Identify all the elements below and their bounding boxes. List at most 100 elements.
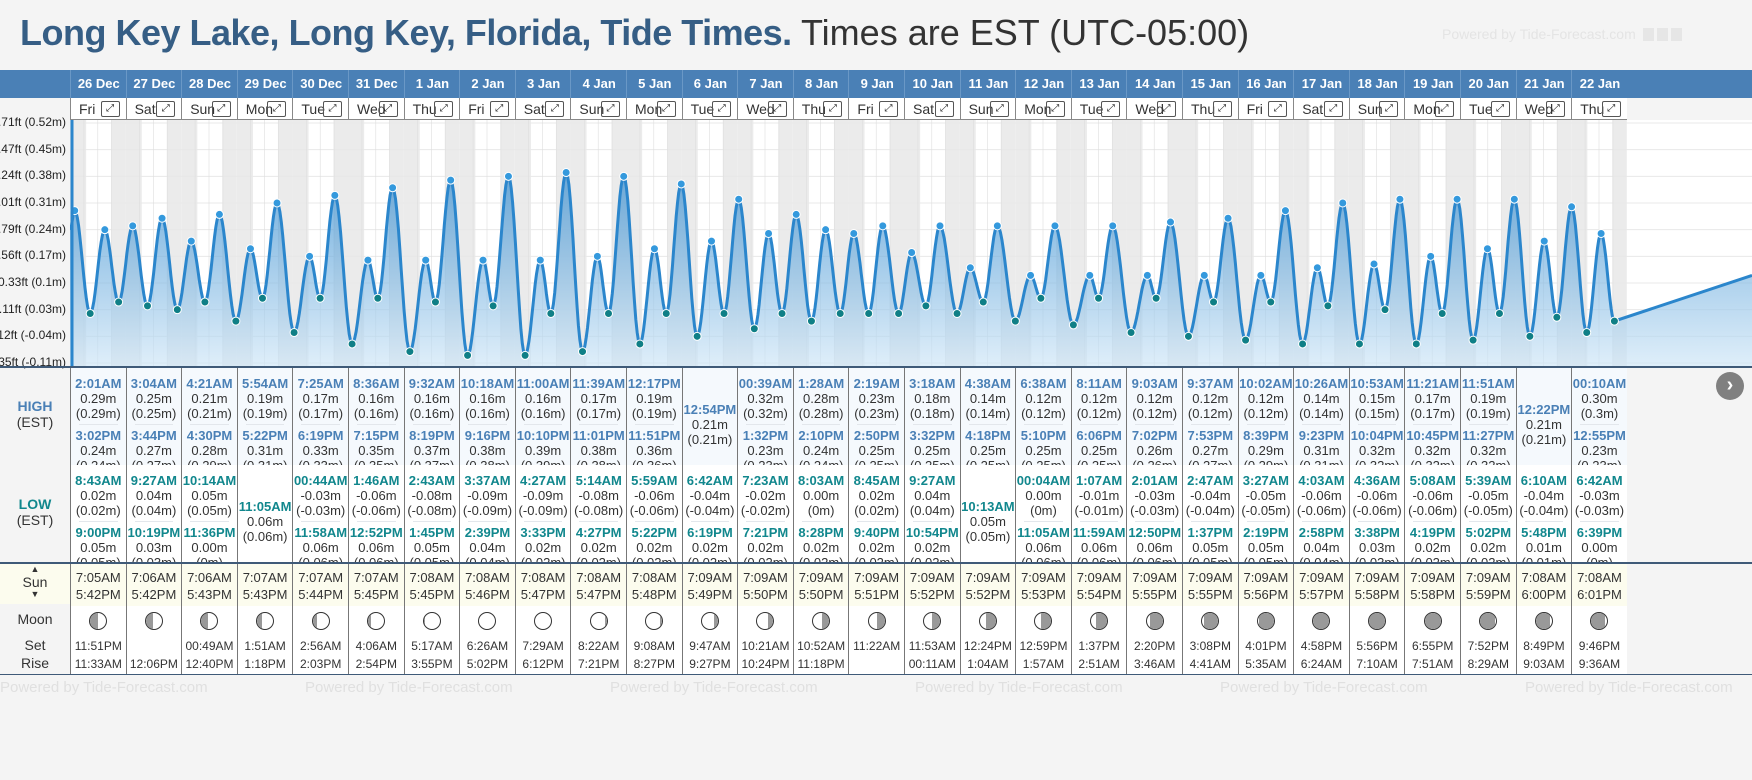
tide-separator — [1024, 424, 1063, 425]
low-tide-time: 5:59AM — [631, 473, 678, 488]
tide-separator — [1079, 521, 1119, 522]
expand-day-icon[interactable]: ⤢ — [656, 101, 676, 117]
day-header: Sun ⤢ — [959, 98, 1016, 120]
high-tide-height-m: 0.37m — [413, 443, 450, 458]
expand-day-icon[interactable]: ⤢ — [1434, 101, 1454, 117]
day-header: Thu ⤢ — [403, 98, 460, 120]
low-tide-point — [488, 301, 498, 311]
tide-separator — [746, 424, 785, 425]
moon-phase-icon — [534, 612, 553, 630]
moonset-time: 9:47AM — [689, 639, 731, 653]
high-tide-height-m: 0.28m — [191, 443, 228, 458]
expand-day-icon[interactable]: ⤢ — [156, 101, 176, 117]
sunrise-time: 7:09AM — [1243, 570, 1289, 585]
high-tide-time: 2:50PM — [853, 428, 900, 443]
low-tide-height-alt: (0.05m) — [965, 529, 1011, 544]
low-tide-point — [578, 347, 588, 357]
low-tide-point — [315, 293, 325, 303]
expand-day-icon[interactable]: ⤢ — [1601, 101, 1621, 117]
expand-day-icon[interactable]: ⤢ — [1268, 101, 1288, 117]
expand-day-icon[interactable]: ⤢ — [1323, 101, 1343, 117]
sun-cell: 7:06AM 5:43PM — [181, 564, 237, 606]
expand-day-icon[interactable]: ⤢ — [934, 101, 954, 117]
expand-day-icon[interactable]: ⤢ — [1490, 101, 1510, 117]
moon-shadow — [768, 613, 774, 629]
low-tide-time: 11:05AM — [1017, 525, 1070, 540]
low-tide-time: 6:42AM — [686, 473, 734, 488]
day-header: Mon ⤢ — [236, 98, 293, 120]
sunrise-time: 7:09AM — [1187, 570, 1233, 585]
expand-day-icon[interactable]: ⤢ — [434, 101, 454, 117]
low-tide-point — [142, 301, 152, 311]
sunrise-time: 7:09AM — [1299, 570, 1344, 585]
high-tide-time: 8:39PM — [1243, 428, 1289, 443]
high-tide-height-m: 0.23m — [858, 391, 895, 406]
high-tide-height-alt: (0.28m) — [798, 406, 844, 421]
sunset-time: 5:43PM — [242, 587, 288, 602]
low-tide-height-m: 0.00m — [191, 540, 228, 555]
next-period-button[interactable]: › — [1716, 372, 1744, 400]
tide-separator — [1246, 424, 1286, 425]
weekday-label: Mon — [1413, 101, 1441, 117]
tide-separator — [746, 521, 785, 522]
moonrise-time: 8:29AM — [1467, 657, 1509, 671]
tide-table: 26 Dec 27 Dec 28 Dec 29 Dec 30 Dec 31 Dec 1 Ja… — [0, 70, 1752, 780]
day-header: Sat ⤢ — [904, 98, 960, 120]
expand-day-icon[interactable]: ⤢ — [712, 101, 732, 117]
moonset-time: 1:51AM — [244, 639, 286, 653]
expand-day-icon[interactable]: ⤢ — [322, 101, 342, 117]
expand-day-icon[interactable]: ⤢ — [545, 101, 565, 117]
low-tide-height-m: 0.00m — [1581, 540, 1618, 555]
day-header: Sun ⤢ — [570, 98, 626, 120]
low-tide-height-m: -0.01m — [1078, 488, 1120, 503]
sunset-time: 6:01PM — [1577, 587, 1622, 602]
weekday-label: Sat — [1302, 101, 1324, 117]
expand-day-icon[interactable]: ⤢ — [100, 101, 120, 117]
low-tide-point — [692, 331, 702, 341]
low-tide-height-alt: (-0.06m) — [1296, 503, 1347, 518]
high-tide-height-m: 0.21m — [1525, 417, 1562, 432]
high-tide-point — [1085, 270, 1095, 280]
expand-day-icon[interactable]: ⤢ — [767, 101, 787, 117]
high-tide-point — [965, 263, 975, 273]
sun-cell: 7:09AM 5:55PM — [1126, 564, 1182, 606]
tide-separator — [1580, 424, 1619, 425]
expand-day-icon[interactable]: ⤢ — [267, 101, 287, 117]
high-tide-time: 4:30PM — [186, 428, 233, 443]
expand-day-icon[interactable]: ⤢ — [1546, 101, 1566, 117]
moon-shadow — [1369, 613, 1386, 629]
low-tide-height-m: -0.03m — [1579, 488, 1620, 503]
moonset-time: 7:29AM — [522, 639, 564, 653]
expand-day-icon[interactable]: ⤢ — [600, 101, 620, 117]
expand-day-icon[interactable]: ⤢ — [1212, 101, 1232, 117]
sunset-time: 5:48PM — [631, 587, 677, 602]
expand-day-icon[interactable]: ⤢ — [990, 101, 1010, 117]
high-tide-height-m: 0.14m — [969, 391, 1006, 406]
expand-day-icon[interactable]: ⤢ — [1045, 101, 1065, 117]
tide-separator — [1079, 424, 1119, 425]
expand-day-icon[interactable]: ⤢ — [378, 101, 398, 117]
high-tide-height-m: 0.17m — [580, 391, 617, 406]
day-header: Sun ⤢ — [181, 98, 237, 120]
expand-day-icon[interactable]: ⤢ — [489, 101, 509, 117]
expand-day-icon[interactable]: ⤢ — [1379, 101, 1399, 117]
expand-day-icon[interactable]: ⤢ — [823, 101, 843, 117]
sunset-arrow-icon: ▼ — [30, 589, 40, 599]
weekday-label: Sat — [913, 101, 935, 117]
low-tide-point — [347, 339, 357, 349]
expand-day-icon[interactable]: ⤢ — [211, 101, 231, 117]
moon-cell: 11:53AM 00:11AM — [904, 606, 960, 674]
expand-day-icon[interactable]: ⤢ — [1101, 101, 1121, 117]
high-tide-time: 7:25AM — [297, 376, 344, 391]
high-tide-point — [186, 236, 196, 246]
expand-day-icon[interactable]: ⤢ — [878, 101, 898, 117]
moon-shadow — [368, 613, 372, 629]
tide-separator — [635, 424, 674, 425]
expand-day-icon[interactable]: ⤢ — [1156, 101, 1176, 117]
high-tide-height-m: 0.15m — [1359, 391, 1396, 406]
